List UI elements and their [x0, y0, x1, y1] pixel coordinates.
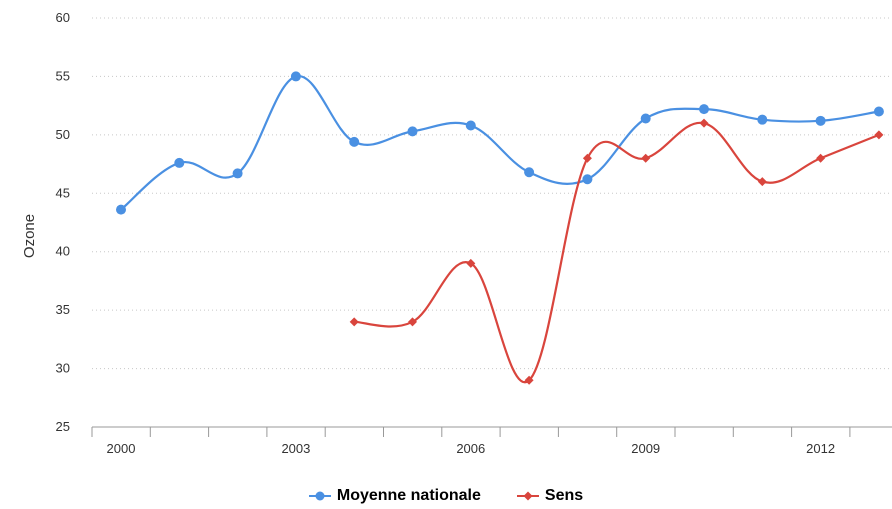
data-point	[757, 177, 767, 187]
y-tick-label: 40	[56, 244, 70, 259]
data-point	[524, 375, 534, 385]
data-point	[349, 317, 359, 327]
series-line	[120, 75, 880, 211]
x-tick-label: 2012	[806, 441, 835, 456]
series-line	[354, 121, 880, 384]
legend-item-moyenne-nationale[interactable]: Moyenne nationale	[308, 487, 481, 505]
legend-symbol-diamond	[516, 491, 539, 501]
y-tick-label: 50	[56, 127, 70, 142]
legend-symbol-circle	[308, 491, 331, 501]
data-point	[408, 317, 417, 327]
series-layer	[116, 71, 884, 385]
data-point	[232, 168, 243, 179]
data-point	[873, 106, 884, 117]
data-point	[349, 136, 360, 147]
y-tick-label: 25	[56, 419, 70, 434]
data-point	[524, 167, 535, 178]
y-tick-label: 35	[56, 302, 70, 317]
data-point	[816, 153, 826, 163]
data-point	[815, 115, 826, 126]
data-point	[874, 130, 884, 140]
y-tick-label: 60	[56, 10, 70, 25]
data-point	[582, 153, 592, 163]
data-point	[407, 126, 418, 137]
series-moyenne-nationale	[116, 71, 884, 215]
x-tick-label: 2000	[107, 441, 136, 456]
y-tick-label: 30	[56, 361, 70, 376]
legend-label: Moyenne nationale	[336, 487, 481, 504]
legend-label: Sens	[544, 487, 584, 504]
data-point	[699, 118, 709, 128]
data-point	[116, 204, 126, 215]
data-point	[465, 120, 476, 131]
y-tick-label: 55	[56, 68, 70, 83]
x-axis: 2000 2003 2006 2009 2012	[91, 426, 892, 456]
y-axis-title: Ozone	[21, 214, 38, 258]
y-tick-label: 45	[56, 185, 70, 200]
data-point	[582, 174, 593, 185]
x-tick-label: 2006	[456, 441, 485, 456]
legend-item-sens[interactable]: Sens	[516, 487, 584, 505]
grid-lines	[92, 17, 892, 370]
data-point	[174, 157, 185, 168]
data-point	[290, 71, 301, 82]
data-point	[466, 258, 476, 268]
x-tick-label: 2009	[631, 441, 660, 456]
data-point	[757, 114, 768, 125]
x-tick-label: 2003	[281, 441, 310, 456]
series-sens	[349, 118, 884, 385]
y-axis-labels: 25 30 35 40 45 50 55 60	[56, 10, 70, 434]
data-point	[640, 113, 651, 124]
legend: Moyenne nationale Sens	[0, 484, 892, 508]
data-point	[699, 104, 709, 115]
data-point	[641, 153, 651, 163]
